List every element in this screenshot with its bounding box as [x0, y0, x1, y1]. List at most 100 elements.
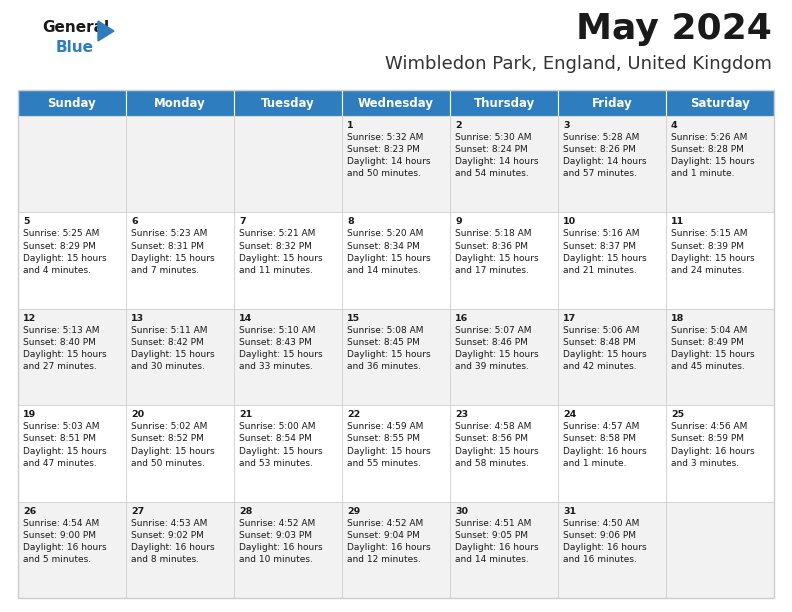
Text: Sunrise: 5:06 AM
Sunset: 8:48 PM
Daylight: 15 hours
and 42 minutes.: Sunrise: 5:06 AM Sunset: 8:48 PM Dayligh… [563, 326, 646, 371]
Bar [666, 405, 774, 502]
Bar [666, 90, 774, 116]
Bar [558, 90, 666, 116]
Text: Sunrise: 5:10 AM
Sunset: 8:43 PM
Daylight: 15 hours
and 33 minutes.: Sunrise: 5:10 AM Sunset: 8:43 PM Dayligh… [239, 326, 322, 371]
Bar [450, 90, 558, 116]
Bar [450, 212, 558, 309]
Text: May 2024: May 2024 [576, 12, 772, 46]
Text: 11: 11 [671, 217, 684, 226]
Bar [18, 212, 126, 309]
Text: 2: 2 [455, 121, 462, 130]
Bar [666, 309, 774, 405]
Bar [558, 212, 666, 309]
Bar [450, 116, 558, 212]
Bar [558, 309, 666, 405]
Text: Thursday: Thursday [474, 97, 535, 110]
Bar [234, 502, 342, 598]
Text: 9: 9 [455, 217, 462, 226]
Text: 3: 3 [563, 121, 569, 130]
Text: Sunrise: 5:20 AM
Sunset: 8:34 PM
Daylight: 15 hours
and 14 minutes.: Sunrise: 5:20 AM Sunset: 8:34 PM Dayligh… [347, 230, 431, 275]
Text: Sunrise: 4:58 AM
Sunset: 8:56 PM
Daylight: 15 hours
and 58 minutes.: Sunrise: 4:58 AM Sunset: 8:56 PM Dayligh… [455, 422, 539, 468]
Bar [342, 116, 450, 212]
Text: Sunrise: 4:52 AM
Sunset: 9:03 PM
Daylight: 16 hours
and 10 minutes.: Sunrise: 4:52 AM Sunset: 9:03 PM Dayligh… [239, 518, 322, 564]
Text: 27: 27 [131, 507, 144, 515]
Text: 18: 18 [671, 314, 684, 323]
Text: Sunrise: 5:13 AM
Sunset: 8:40 PM
Daylight: 15 hours
and 27 minutes.: Sunrise: 5:13 AM Sunset: 8:40 PM Dayligh… [23, 326, 107, 371]
Bar [450, 309, 558, 405]
Text: Sunrise: 5:03 AM
Sunset: 8:51 PM
Daylight: 15 hours
and 47 minutes.: Sunrise: 5:03 AM Sunset: 8:51 PM Dayligh… [23, 422, 107, 468]
Text: Sunrise: 5:30 AM
Sunset: 8:24 PM
Daylight: 14 hours
and 54 minutes.: Sunrise: 5:30 AM Sunset: 8:24 PM Dayligh… [455, 133, 539, 179]
Text: 26: 26 [23, 507, 36, 515]
Text: Sunrise: 5:02 AM
Sunset: 8:52 PM
Daylight: 15 hours
and 50 minutes.: Sunrise: 5:02 AM Sunset: 8:52 PM Dayligh… [131, 422, 215, 468]
Bar [450, 405, 558, 502]
Text: Sunrise: 5:23 AM
Sunset: 8:31 PM
Daylight: 15 hours
and 7 minutes.: Sunrise: 5:23 AM Sunset: 8:31 PM Dayligh… [131, 230, 215, 275]
Text: 14: 14 [239, 314, 252, 323]
Text: Wednesday: Wednesday [358, 97, 434, 110]
Bar [234, 116, 342, 212]
Bar [342, 212, 450, 309]
Text: Sunrise: 4:51 AM
Sunset: 9:05 PM
Daylight: 16 hours
and 14 minutes.: Sunrise: 4:51 AM Sunset: 9:05 PM Dayligh… [455, 518, 539, 564]
Text: 7: 7 [239, 217, 246, 226]
Text: 22: 22 [347, 410, 360, 419]
Text: 30: 30 [455, 507, 468, 515]
Text: 17: 17 [563, 314, 577, 323]
Polygon shape [98, 21, 114, 41]
Bar [234, 405, 342, 502]
Bar [342, 90, 450, 116]
Bar [342, 502, 450, 598]
Text: Sunrise: 4:59 AM
Sunset: 8:55 PM
Daylight: 15 hours
and 55 minutes.: Sunrise: 4:59 AM Sunset: 8:55 PM Dayligh… [347, 422, 431, 468]
Text: Wimbledon Park, England, United Kingdom: Wimbledon Park, England, United Kingdom [385, 55, 772, 73]
Text: Sunrise: 4:57 AM
Sunset: 8:58 PM
Daylight: 16 hours
and 1 minute.: Sunrise: 4:57 AM Sunset: 8:58 PM Dayligh… [563, 422, 646, 468]
Text: 4: 4 [671, 121, 678, 130]
Text: 23: 23 [455, 410, 468, 419]
Text: Sunrise: 5:07 AM
Sunset: 8:46 PM
Daylight: 15 hours
and 39 minutes.: Sunrise: 5:07 AM Sunset: 8:46 PM Dayligh… [455, 326, 539, 371]
Bar [342, 405, 450, 502]
Text: Sunrise: 4:56 AM
Sunset: 8:59 PM
Daylight: 16 hours
and 3 minutes.: Sunrise: 4:56 AM Sunset: 8:59 PM Dayligh… [671, 422, 755, 468]
Bar [126, 90, 234, 116]
Text: Sunrise: 5:15 AM
Sunset: 8:39 PM
Daylight: 15 hours
and 24 minutes.: Sunrise: 5:15 AM Sunset: 8:39 PM Dayligh… [671, 230, 755, 275]
Bar [126, 405, 234, 502]
Text: 24: 24 [563, 410, 577, 419]
Text: Sunrise: 5:04 AM
Sunset: 8:49 PM
Daylight: 15 hours
and 45 minutes.: Sunrise: 5:04 AM Sunset: 8:49 PM Dayligh… [671, 326, 755, 371]
Text: 28: 28 [239, 507, 253, 515]
Text: 5: 5 [23, 217, 29, 226]
Text: Blue: Blue [56, 40, 94, 55]
Bar [450, 502, 558, 598]
Text: Sunrise: 5:08 AM
Sunset: 8:45 PM
Daylight: 15 hours
and 36 minutes.: Sunrise: 5:08 AM Sunset: 8:45 PM Dayligh… [347, 326, 431, 371]
Text: 31: 31 [563, 507, 576, 515]
Text: 20: 20 [131, 410, 144, 419]
Text: Sunrise: 4:50 AM
Sunset: 9:06 PM
Daylight: 16 hours
and 16 minutes.: Sunrise: 4:50 AM Sunset: 9:06 PM Dayligh… [563, 518, 646, 564]
Text: Saturday: Saturday [690, 97, 750, 110]
Text: 15: 15 [347, 314, 360, 323]
Bar [18, 90, 774, 598]
Text: 1: 1 [347, 121, 353, 130]
Bar [234, 212, 342, 309]
Text: Sunrise: 5:28 AM
Sunset: 8:26 PM
Daylight: 14 hours
and 57 minutes.: Sunrise: 5:28 AM Sunset: 8:26 PM Dayligh… [563, 133, 646, 179]
Bar [126, 116, 234, 212]
Text: Sunrise: 5:21 AM
Sunset: 8:32 PM
Daylight: 15 hours
and 11 minutes.: Sunrise: 5:21 AM Sunset: 8:32 PM Dayligh… [239, 230, 322, 275]
Text: Sunrise: 4:53 AM
Sunset: 9:02 PM
Daylight: 16 hours
and 8 minutes.: Sunrise: 4:53 AM Sunset: 9:02 PM Dayligh… [131, 518, 215, 564]
Text: 19: 19 [23, 410, 36, 419]
Text: 8: 8 [347, 217, 354, 226]
Text: Friday: Friday [592, 97, 632, 110]
Text: 6: 6 [131, 217, 138, 226]
Text: 16: 16 [455, 314, 468, 323]
Text: 10: 10 [563, 217, 576, 226]
Bar [234, 309, 342, 405]
Text: Sunrise: 5:26 AM
Sunset: 8:28 PM
Daylight: 15 hours
and 1 minute.: Sunrise: 5:26 AM Sunset: 8:28 PM Dayligh… [671, 133, 755, 179]
Text: Sunrise: 5:32 AM
Sunset: 8:23 PM
Daylight: 14 hours
and 50 minutes.: Sunrise: 5:32 AM Sunset: 8:23 PM Dayligh… [347, 133, 431, 179]
Text: Sunrise: 5:00 AM
Sunset: 8:54 PM
Daylight: 15 hours
and 53 minutes.: Sunrise: 5:00 AM Sunset: 8:54 PM Dayligh… [239, 422, 322, 468]
Bar [558, 405, 666, 502]
Bar [666, 502, 774, 598]
Bar [18, 116, 126, 212]
Bar [126, 212, 234, 309]
Bar [18, 90, 126, 116]
Text: 12: 12 [23, 314, 36, 323]
Text: Sunrise: 4:52 AM
Sunset: 9:04 PM
Daylight: 16 hours
and 12 minutes.: Sunrise: 4:52 AM Sunset: 9:04 PM Dayligh… [347, 518, 431, 564]
Bar [126, 502, 234, 598]
Bar [666, 116, 774, 212]
Text: Tuesday: Tuesday [261, 97, 315, 110]
Bar [234, 90, 342, 116]
Bar [18, 502, 126, 598]
Text: Sunrise: 5:18 AM
Sunset: 8:36 PM
Daylight: 15 hours
and 17 minutes.: Sunrise: 5:18 AM Sunset: 8:36 PM Dayligh… [455, 230, 539, 275]
Text: Sunrise: 5:11 AM
Sunset: 8:42 PM
Daylight: 15 hours
and 30 minutes.: Sunrise: 5:11 AM Sunset: 8:42 PM Dayligh… [131, 326, 215, 371]
